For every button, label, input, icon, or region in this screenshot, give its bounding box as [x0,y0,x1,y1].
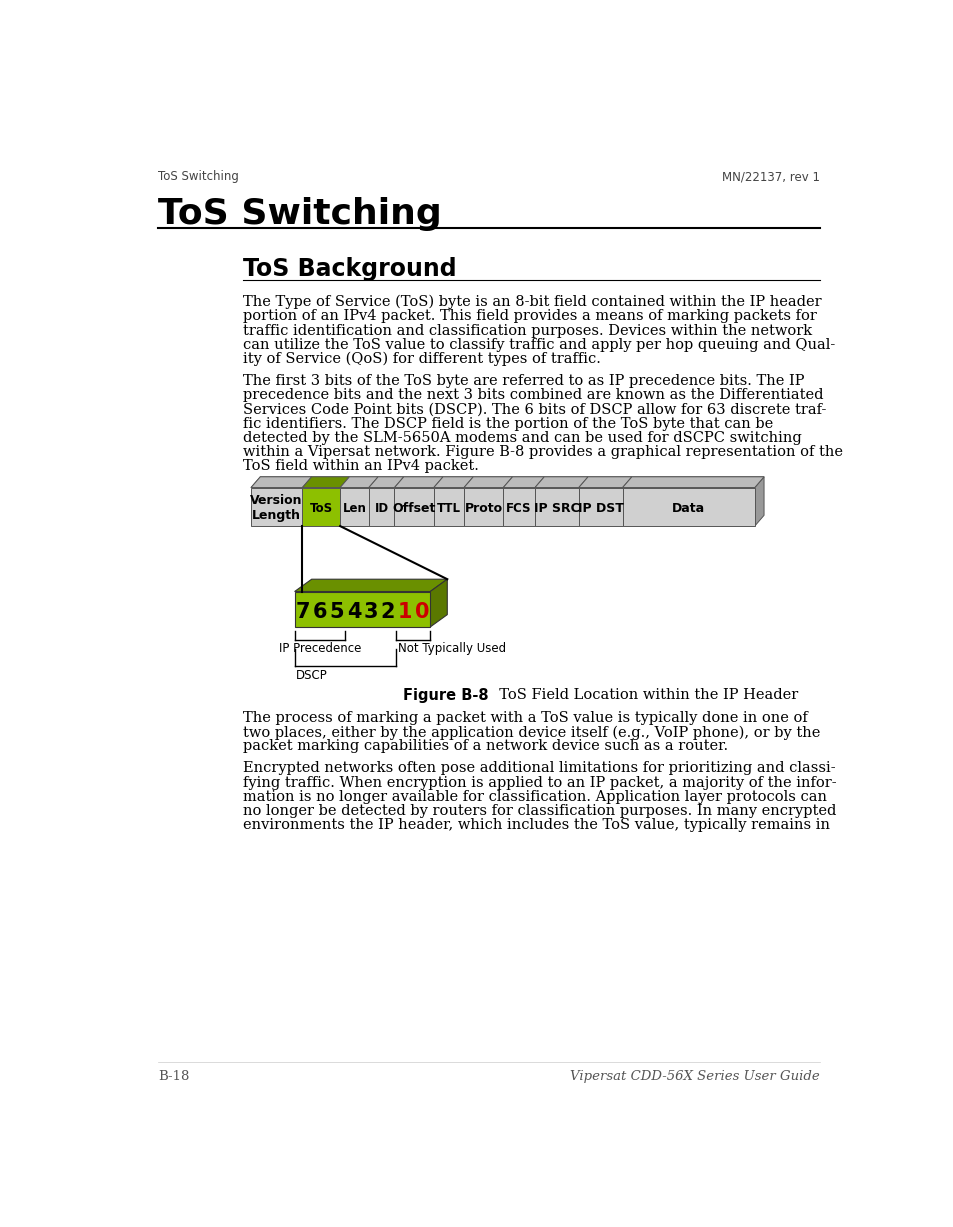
Text: IP Precedence: IP Precedence [278,643,361,655]
Text: fic identifiers. The DSCP field is the portion of the ToS byte that can be: fic identifiers. The DSCP field is the p… [243,417,773,431]
Text: within a Vipersat network. Figure B-8 provides a graphical representation of the: within a Vipersat network. Figure B-8 pr… [243,445,842,459]
Text: The first 3 bits of the ToS byte are referred to as IP precedence bits. The IP: The first 3 bits of the ToS byte are ref… [243,374,804,388]
Text: packet marking capabilities of a network device such as a router.: packet marking capabilities of a network… [243,740,727,753]
Bar [294,591,430,627]
Bar [395,487,434,526]
Text: ID: ID [375,502,388,515]
Text: FCS: FCS [506,502,532,515]
Text: IP SRC: IP SRC [534,502,579,515]
Polygon shape [369,477,403,487]
Bar [535,487,578,526]
Text: ToS Field Location within the IP Header: ToS Field Location within the IP Header [490,688,798,702]
Text: Not Typically Used: Not Typically Used [397,643,505,655]
Text: Len: Len [342,502,366,515]
Text: no longer be detected by routers for classification purposes. In many encrypted: no longer be detected by routers for cla… [243,804,836,818]
Text: The Type of Service (ToS) byte is an 8-bit field contained within the IP header: The Type of Service (ToS) byte is an 8-b… [243,294,821,309]
Polygon shape [622,477,763,487]
Bar [302,487,340,526]
Text: ity of Service (QoS) for different types of traffic.: ity of Service (QoS) for different types… [243,352,600,367]
Text: MN/22137, rev 1: MN/22137, rev 1 [721,171,819,183]
Polygon shape [535,477,587,487]
Bar [463,487,503,526]
Text: traffic identification and classification purposes. Devices within the network: traffic identification and classificatio… [243,324,812,337]
Text: Figure B-8: Figure B-8 [403,688,488,703]
Polygon shape [754,477,763,526]
Polygon shape [434,477,473,487]
Bar [434,487,463,526]
Text: Proto: Proto [464,502,502,515]
Polygon shape [251,477,763,487]
Text: 0: 0 [414,601,429,622]
Text: Version
Length: Version Length [251,494,303,523]
Polygon shape [302,477,349,487]
Text: 5: 5 [330,601,344,622]
Text: precedence bits and the next 3 bits combined are known as the Differentiated: precedence bits and the next 3 bits comb… [243,388,822,402]
Text: 4: 4 [346,601,361,622]
Text: 2: 2 [380,601,395,622]
Text: Vipersat CDD-56X Series User Guide: Vipersat CDD-56X Series User Guide [570,1070,819,1082]
Text: environments the IP header, which includes the ToS value, typically remains in: environments the IP header, which includ… [243,818,829,832]
Bar [340,487,369,526]
Text: two places, either by the application device itself (e.g., VoIP phone), or by th: two places, either by the application de… [243,725,820,740]
Bar [622,487,754,526]
Bar [369,487,395,526]
Bar [251,487,302,526]
Text: fying traffic. When encryption is applied to an IP packet, a majority of the inf: fying traffic. When encryption is applie… [243,775,836,789]
Text: detected by the SLM-5650A modems and can be used for dSCPC switching: detected by the SLM-5650A modems and can… [243,431,801,445]
Text: ToS Switching: ToS Switching [158,171,238,183]
Text: ToS Switching: ToS Switching [158,198,441,232]
Text: Offset: Offset [392,502,436,515]
Text: ToS field within an IPv4 packet.: ToS field within an IPv4 packet. [243,459,478,474]
Polygon shape [251,477,312,487]
Text: 1: 1 [397,601,412,622]
Polygon shape [503,477,544,487]
Polygon shape [430,579,447,627]
Bar [578,487,622,526]
Text: TTL: TTL [436,502,460,515]
Polygon shape [340,477,377,487]
Text: DSCP: DSCP [295,669,327,681]
Text: ToS Background: ToS Background [243,258,456,281]
Text: Data: Data [672,502,704,515]
Text: portion of an IPv4 packet. This field provides a means of marking packets for: portion of an IPv4 packet. This field pr… [243,309,817,324]
Text: 6: 6 [313,601,327,622]
Polygon shape [463,477,512,487]
Text: Services Code Point bits (DSCP). The 6 bits of DSCP allow for 63 discrete traf-: Services Code Point bits (DSCP). The 6 b… [243,402,825,416]
Text: IP DST: IP DST [578,502,623,515]
Text: Encrypted networks often pose additional limitations for prioritizing and classi: Encrypted networks often pose additional… [243,761,835,775]
Text: mation is no longer available for classification. Application layer protocols ca: mation is no longer available for classi… [243,790,826,804]
Text: can utilize the ToS value to classify traffic and apply per hop queuing and Qual: can utilize the ToS value to classify tr… [243,337,835,352]
Polygon shape [395,477,442,487]
Text: ToS: ToS [310,502,333,515]
Text: 7: 7 [295,601,310,622]
Polygon shape [578,477,631,487]
Text: B-18: B-18 [158,1070,190,1082]
Polygon shape [294,579,447,591]
Bar [503,487,535,526]
Text: The process of marking a packet with a ToS value is typically done in one of: The process of marking a packet with a T… [243,710,807,725]
Text: 3: 3 [363,601,377,622]
